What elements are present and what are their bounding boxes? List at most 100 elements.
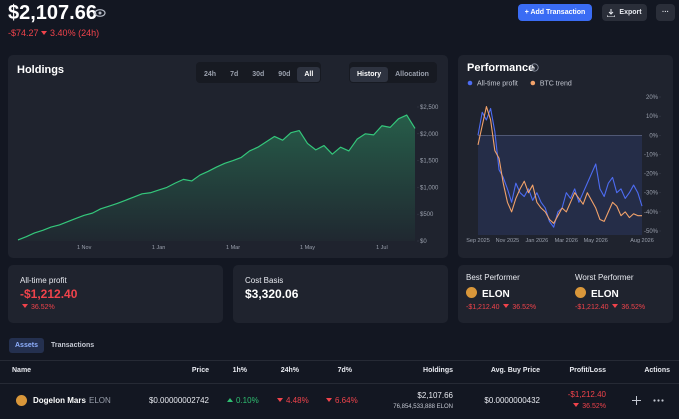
profit-pct: 36.52% — [22, 304, 55, 311]
cost-value: $3,320.06 — [245, 287, 299, 301]
y-tick-label: $2,000 — [420, 132, 439, 138]
export-label: Export — [619, 9, 642, 16]
worst-symbol-text: ELON — [591, 289, 619, 300]
x-tick-label: Sep 2025 — [466, 238, 490, 244]
down-arrow — [22, 304, 28, 308]
export-button[interactable]: Export — [602, 4, 647, 21]
column-header[interactable]: Avg. Buy Price — [490, 367, 540, 374]
x-tick-label: 1 Nov — [77, 245, 92, 251]
profit-value: -$1,212.40 — [20, 287, 78, 301]
coin-icon — [16, 395, 27, 406]
best-symbol: ELON — [466, 287, 510, 300]
y-tick-label: $1,000 — [420, 185, 439, 191]
best-label: Best Performer — [466, 273, 520, 282]
column-header: Actions — [644, 367, 670, 374]
column-header[interactable]: Price — [191, 367, 209, 374]
asset-name: Dogelon Mars — [33, 396, 86, 405]
change-1h-text: 0.10% — [236, 396, 259, 405]
line — [477, 106, 642, 224]
line — [17, 114, 416, 241]
divider — [0, 360, 679, 361]
coin-icon — [575, 287, 586, 298]
up-arrow — [227, 398, 233, 402]
line — [477, 107, 643, 228]
performance-title: Performance — [467, 62, 535, 74]
down-arrow — [326, 398, 332, 402]
change-7d: 6.64% — [326, 396, 358, 405]
best-pct: 36.52% — [512, 304, 537, 311]
profit-loss-pct-text: 36.52% — [582, 403, 606, 410]
cost-label: Cost Basis — [245, 276, 284, 285]
holdings-amount: 76,854,533,888 ELON — [393, 404, 453, 410]
more-actions[interactable] — [653, 399, 664, 402]
avg-buy-price: $0.0000000432 — [484, 396, 540, 405]
range-option[interactable]: 7d — [230, 71, 239, 78]
profit-loss-pct: 36.52% — [540, 403, 606, 410]
best-change: -$1,212.40 36.52% — [466, 304, 536, 311]
legend-dot — [530, 80, 536, 86]
view-option[interactable]: Allocation — [395, 71, 429, 78]
worst-change: -$1,212.40 36.52% — [575, 304, 645, 311]
divider — [0, 383, 679, 384]
worst-label: Worst Performer — [575, 273, 634, 282]
more-button[interactable]: ··· — [656, 4, 675, 21]
add-transaction-button[interactable]: + Add Transaction — [518, 4, 592, 21]
worst-pct: 36.52% — [621, 304, 646, 311]
y-tick-label: $2,500 — [420, 105, 439, 111]
change-7d-text: 6.64% — [335, 396, 358, 405]
asset-symbol: ELON — [89, 396, 111, 405]
area — [18, 115, 415, 241]
y-tick-label: -20% — [644, 172, 659, 178]
export-icon — [607, 8, 616, 17]
range-option[interactable]: 24h — [204, 71, 217, 78]
legend-label: BTC trend — [540, 81, 572, 88]
profit-label: All-time profit — [20, 276, 67, 285]
tab[interactable]: Assets — [9, 338, 44, 353]
worst-value: -$1,212.40 — [575, 304, 609, 311]
x-tick-label: 1 Jan — [152, 245, 165, 251]
profit-pct-text: 36.52% — [31, 304, 55, 311]
x-tick-label: Aug 2026 — [630, 238, 654, 244]
down-arrow — [573, 403, 580, 407]
column-header: Name — [12, 367, 32, 374]
column-header[interactable]: 7d% — [337, 367, 352, 374]
down-arrow — [503, 304, 510, 308]
x-tick-label: 1 Mar — [226, 245, 240, 251]
range-selector: 24h 7d 30d 90d All — [196, 62, 322, 83]
x-tick-label: Jan 2026 — [526, 238, 549, 244]
change: -$74.27 3.40% (24h) — [8, 28, 99, 38]
holdings-title: Holdings — [17, 64, 65, 76]
add-button[interactable] — [632, 396, 641, 405]
y-tick-label: 0% — [649, 133, 658, 139]
y-tick-label: $0 — [420, 239, 427, 245]
profit-card — [8, 265, 223, 323]
profit-loss: -$1,212.40 — [567, 390, 606, 399]
column-header[interactable]: Profit/Loss — [569, 367, 606, 374]
column-header[interactable]: 1h% — [232, 367, 247, 374]
view-selector: History Allocation — [349, 62, 437, 83]
y-tick-label: $500 — [420, 212, 434, 218]
eye-icon[interactable] — [94, 8, 106, 18]
y-tick-label: 20% — [646, 95, 659, 101]
holdings-value: $2,107.66 — [417, 391, 453, 400]
view-option[interactable]: History — [350, 67, 389, 82]
range-option[interactable]: 30d — [252, 71, 265, 78]
range-option[interactable]: All — [297, 67, 321, 82]
change-24h: 4.48% — [277, 396, 309, 405]
legend-dot — [467, 80, 473, 86]
worst-symbol: ELON — [575, 287, 619, 300]
down-arrow — [612, 304, 619, 308]
info-icon[interactable] — [530, 63, 539, 72]
change-1h: 0.10% — [227, 396, 259, 405]
range-option[interactable]: 90d — [278, 71, 291, 78]
x-tick-label: 1 Jul — [376, 245, 388, 251]
y-tick-label: 10% — [646, 114, 659, 120]
tab[interactable]: Transactions — [51, 342, 95, 349]
x-tick-label: 1 May — [300, 245, 315, 251]
balance: $2,107.66 — [8, 2, 97, 24]
column-header[interactable]: Holdings — [423, 367, 453, 374]
legend-label: All-time profit — [477, 81, 518, 88]
x-tick-label: Nov 2025 — [496, 238, 520, 244]
column-header[interactable]: 24h% — [280, 367, 299, 374]
